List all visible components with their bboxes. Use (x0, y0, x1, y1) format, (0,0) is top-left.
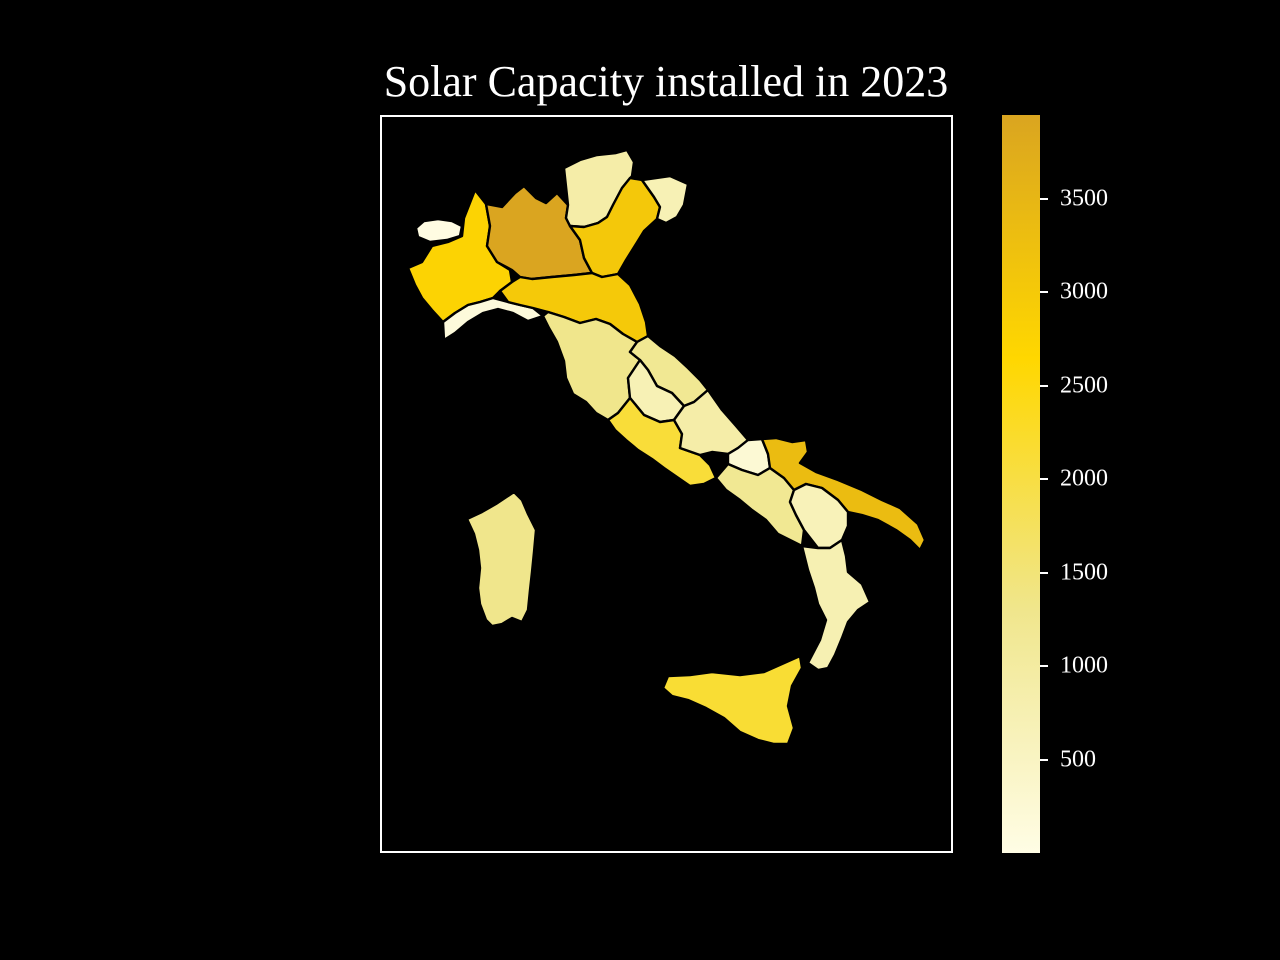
region-lazio (606, 396, 718, 488)
colorbar (1002, 115, 1040, 853)
region-calabria (800, 538, 872, 672)
map-title: Solar Capacity installed in 2023 (383, 57, 949, 106)
colorbar-tick-label: 1500 (1060, 559, 1108, 586)
region-valle-d-aosta (414, 217, 464, 244)
colorbar-tick-label: 500 (1060, 746, 1096, 773)
colorbar-tick-mark (1040, 665, 1048, 668)
colorbar-tick-mark (1040, 384, 1048, 387)
colorbar-tick-label: 2500 (1060, 372, 1108, 399)
colorbar-tick-mark (1040, 758, 1048, 761)
colorbar-tick-label: 2000 (1060, 465, 1108, 492)
colorbar-tick-mark (1040, 478, 1048, 481)
colorbar-tick-label: 1000 (1060, 652, 1108, 679)
colorbar-tick-label: 3500 (1060, 185, 1108, 212)
colorbar-tick-label: 3000 (1060, 278, 1108, 305)
region-sardegna (465, 490, 538, 628)
map-frame (380, 115, 953, 853)
colorbar-tick-mark (1040, 291, 1048, 294)
region-friuli-venezia-giulia (640, 174, 690, 225)
colorbar-tick-mark (1040, 198, 1048, 201)
colorbar-tick-mark (1040, 571, 1048, 574)
region-sicilia (661, 654, 804, 746)
